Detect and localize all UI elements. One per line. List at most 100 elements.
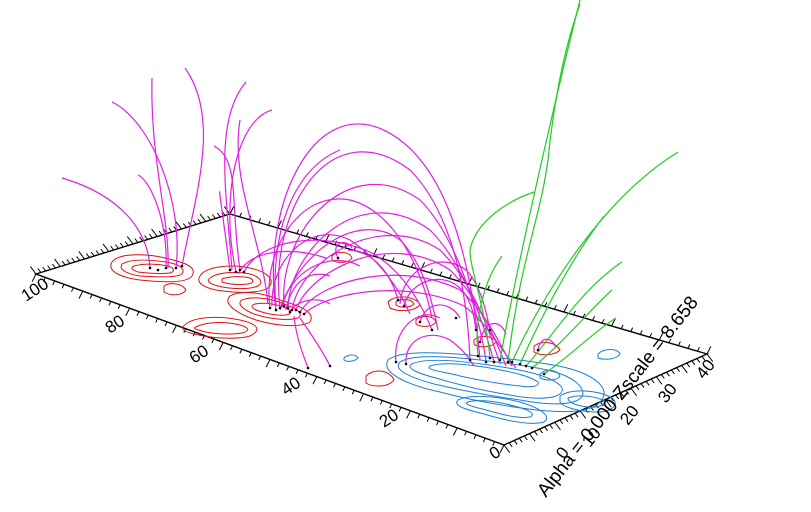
axis-tick [100, 248, 105, 254]
footpoint [288, 310, 292, 314]
axis-tick [145, 314, 149, 320]
footpoint [396, 298, 400, 302]
axis-tick [635, 385, 640, 391]
axis-tick [549, 424, 554, 429]
footpoint [402, 304, 406, 308]
axis-tick [482, 437, 486, 443]
axis-tick [52, 280, 56, 286]
footpoint [294, 308, 298, 312]
axis-tick [71, 257, 76, 263]
axis-tick [334, 240, 338, 246]
footpoint [180, 264, 184, 268]
axis-tick [564, 417, 569, 423]
axis-tick [625, 390, 630, 395]
footpoint [530, 366, 534, 370]
axis-tick [126, 236, 134, 245]
axis-tick [248, 352, 252, 357]
footpoint [492, 360, 496, 364]
axis-tick [42, 277, 46, 282]
axis-tick [379, 400, 383, 405]
axis-tick [508, 442, 513, 448]
axis-tick [677, 341, 681, 346]
footpoint [478, 340, 482, 344]
axis-tick [579, 410, 587, 419]
axis-tick [182, 223, 187, 228]
axis-tick [630, 327, 634, 332]
axis-tick [513, 440, 518, 445]
axis-tick [230, 345, 234, 351]
axis-tick [464, 431, 468, 436]
axis-tick [351, 390, 355, 395]
axis-tick [265, 359, 271, 368]
axis-tick [136, 311, 140, 316]
footpoint [430, 328, 434, 332]
axis-tick [216, 212, 221, 218]
axis-tick [66, 259, 71, 264]
axis-tick [134, 238, 139, 243]
axis-tick [681, 365, 688, 374]
axis-tick [563, 304, 569, 313]
axis-tick [655, 376, 663, 385]
axis-tick [503, 444, 511, 453]
y-tick-0: 0 [486, 442, 504, 463]
axis-tick [572, 310, 576, 316]
footpoint [306, 366, 310, 370]
axis-tick [668, 338, 672, 344]
axis-tick [696, 358, 701, 363]
footpoint [228, 268, 232, 272]
footpoint [476, 354, 480, 358]
axis-tick [620, 392, 625, 397]
axis-tick [687, 344, 691, 349]
footpoint [524, 364, 528, 368]
axis-tick [115, 244, 119, 249]
axis-tick [496, 288, 500, 293]
axis-tick [499, 444, 505, 453]
axis-tick [671, 369, 675, 375]
figure-caption: Alpha = 0.000 Zscale = 8.658 [533, 293, 702, 502]
axis-tick [473, 434, 477, 439]
axis-tick [192, 220, 197, 225]
axis-tick [398, 407, 402, 412]
footpoint [484, 360, 488, 364]
field-line-footpoints [148, 256, 546, 376]
axis-tick [211, 338, 215, 344]
axis-tick [70, 287, 74, 292]
axis-tick [29, 266, 37, 275]
axis-tick [359, 393, 365, 402]
x-tick-40: 40 [692, 356, 719, 383]
footpoint [536, 348, 540, 352]
axis-tick [172, 325, 177, 334]
axis-tick [95, 250, 100, 255]
axis-tick [168, 227, 173, 233]
axis-tick [218, 342, 224, 351]
axis-tick [110, 245, 114, 251]
axis-tick [99, 297, 102, 303]
axis-tick [528, 433, 536, 442]
footpoint [510, 360, 514, 364]
axis-tick [78, 290, 84, 299]
axis-tick [342, 386, 346, 392]
axis-tick [630, 387, 637, 397]
axis-tick [267, 220, 271, 226]
footpoint [328, 364, 332, 368]
axis-tick [544, 426, 548, 432]
y-tick-80: 80 [102, 311, 128, 337]
axis-tick [506, 290, 510, 296]
axis-tick [61, 260, 66, 266]
footpoint [156, 268, 160, 272]
axis-tick [429, 268, 433, 274]
axis-tick [212, 214, 216, 219]
axis-tick [286, 366, 290, 371]
axis-tick [117, 304, 121, 310]
axis-tick [544, 302, 548, 307]
axis-tick [676, 367, 680, 372]
axis-tick [54, 258, 61, 267]
axis-tick [199, 213, 207, 222]
footpoint [302, 312, 306, 316]
y-tick-60: 60 [186, 341, 212, 367]
axis-tick [650, 378, 655, 384]
axis-tick [706, 346, 712, 355]
axis-tick [389, 403, 393, 409]
axis-tick [691, 360, 696, 366]
axis-tick [125, 307, 131, 317]
